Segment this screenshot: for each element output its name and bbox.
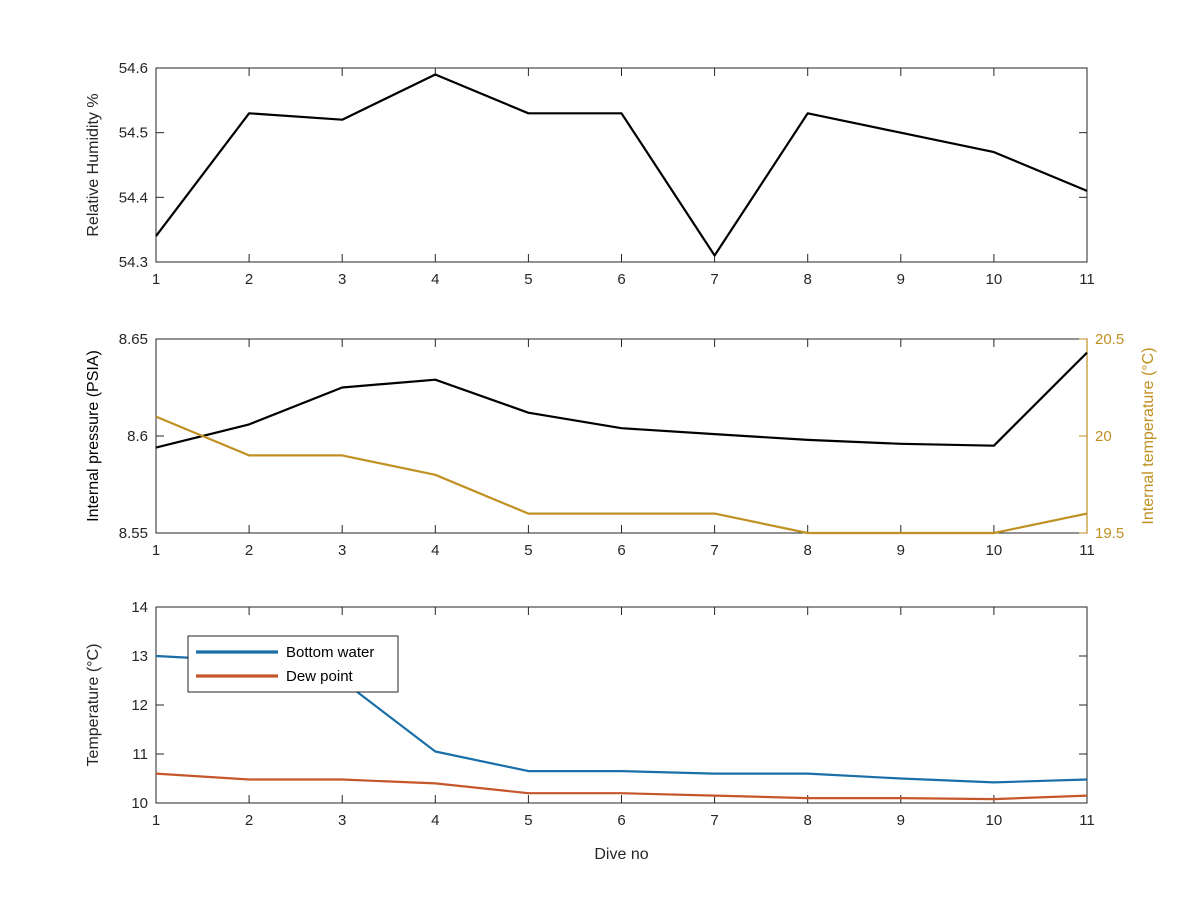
x-tick-label: 3 bbox=[338, 271, 346, 288]
subplot-2: 1 2 3 4 5 6 7 8 9 10 11 8.55 8.6 8.65 19.5 20 20.5 Intern… bbox=[85, 331, 1157, 559]
x-tick-label: 4 bbox=[431, 812, 439, 829]
x-tick-label: 1 bbox=[152, 542, 160, 559]
x-tick-label: 9 bbox=[897, 812, 905, 829]
series-line-right-axis bbox=[155, 415, 1088, 535]
x-axis-label: Dive no bbox=[594, 846, 648, 863]
x-tick-label: 8 bbox=[804, 812, 812, 829]
legend-entry: Bottom water bbox=[286, 644, 374, 661]
x-tick-label: 2 bbox=[245, 812, 253, 829]
x-tick-label: 8 bbox=[804, 542, 812, 559]
x-tick-label: 10 bbox=[986, 542, 1003, 559]
x-tick-label: 4 bbox=[431, 271, 439, 288]
x-tick-label: 6 bbox=[617, 271, 625, 288]
x-tick-label: 6 bbox=[617, 542, 625, 559]
y-tick-label: 11 bbox=[132, 746, 148, 763]
x-tick-label: 3 bbox=[338, 812, 346, 829]
x-tick-label: 2 bbox=[245, 271, 253, 288]
y-tick-label: 8.55 bbox=[119, 525, 148, 542]
y2-tick-label: 20 bbox=[1095, 428, 1112, 445]
y-tick-label: 54.3 bbox=[119, 254, 148, 271]
legend-box bbox=[187, 635, 399, 693]
x-tick-label: 10 bbox=[986, 271, 1003, 288]
x-tick-label: 10 bbox=[986, 812, 1003, 829]
y-tick-label: 54.4 bbox=[119, 189, 148, 206]
y-axis-label: Temperature (°C) bbox=[85, 644, 102, 767]
x-tick-label: 7 bbox=[710, 542, 718, 559]
y-axis-label: Internal pressure (PSIA) bbox=[85, 350, 102, 522]
y2-tick-label: 19.5 bbox=[1095, 525, 1124, 542]
x-tick-label: 11 bbox=[1079, 812, 1095, 829]
x-tick-label: 2 bbox=[245, 542, 253, 559]
x-tick-label: 6 bbox=[617, 812, 625, 829]
y2-tick-label: 20.5 bbox=[1095, 331, 1124, 348]
y2-axis-label: Internal temperature (°C) bbox=[1140, 347, 1157, 524]
x-tick-label: 1 bbox=[152, 271, 160, 288]
series-line-main bbox=[155, 73, 1088, 257]
y-tick-label: 8.65 bbox=[119, 331, 148, 348]
x-tick-label: 4 bbox=[431, 542, 439, 559]
x-tick-label: 8 bbox=[804, 271, 812, 288]
x-tick-label: 1 bbox=[152, 812, 160, 829]
subplot-1: 1 2 3 4 5 6 7 8 9 10 11 54.3 54.4 54.5 54.6 Relative Hu… bbox=[85, 60, 1095, 288]
x-tick-label: 5 bbox=[524, 271, 532, 288]
x-tick-label: 11 bbox=[1079, 542, 1095, 559]
y-tick-label: 54.6 bbox=[119, 60, 148, 77]
y-tick-label: 12 bbox=[131, 697, 148, 714]
y-tick-label: 10 bbox=[131, 795, 148, 812]
legend-entry: Dew point bbox=[286, 668, 354, 685]
y-tick-label: 54.5 bbox=[119, 125, 148, 142]
y-tick-label: 8.6 bbox=[127, 428, 148, 445]
x-tick-label: 9 bbox=[897, 542, 905, 559]
x-tick-label: 3 bbox=[338, 542, 346, 559]
y-tick-label: 13 bbox=[131, 648, 148, 665]
x-tick-label: 7 bbox=[710, 812, 718, 829]
x-tick-label: 11 bbox=[1079, 271, 1095, 288]
y-axis-label: Relative Humidity % bbox=[85, 93, 102, 236]
series-line-left-axis bbox=[155, 351, 1088, 449]
x-tick-label: 9 bbox=[897, 271, 905, 288]
x-tick-label: 5 bbox=[524, 542, 532, 559]
x-tick-label: 7 bbox=[710, 271, 718, 288]
series-line-dew-point bbox=[155, 772, 1088, 801]
y-tick-label: 14 bbox=[131, 599, 148, 616]
x-tick-label: 5 bbox=[524, 812, 532, 829]
